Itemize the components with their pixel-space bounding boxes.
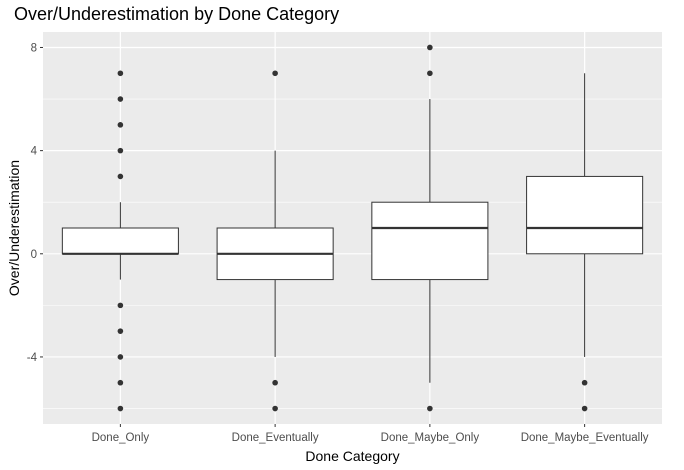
outlier-point — [117, 328, 124, 334]
outlier-point — [117, 379, 124, 386]
outlier-point — [117, 70, 124, 77]
chart-title: Over/Underestimation by Done Category — [14, 4, 340, 24]
box-layer — [61, 44, 644, 412]
x-tick-label: Done_Only — [92, 432, 150, 444]
y-tick-label: -4 — [27, 352, 38, 364]
outlier-point — [117, 147, 124, 154]
outlier-point — [272, 379, 278, 386]
outlier-point — [272, 405, 278, 412]
outlier-point — [117, 96, 124, 102]
outlier-point — [117, 173, 124, 180]
x-tick-label: Done_Maybe_Only — [381, 432, 480, 444]
y-tick-label: 4 — [31, 146, 38, 158]
outlier-point — [427, 44, 433, 51]
box-iqr — [61, 227, 179, 255]
y-tick-label: 0 — [31, 249, 37, 261]
x-axis-title: Done Category — [305, 448, 399, 464]
y-axis-title: Over/Underestimation — [6, 160, 22, 296]
box-Done_Only — [61, 70, 179, 412]
outlier-point — [117, 302, 124, 309]
outlier-point — [427, 405, 433, 412]
outlier-point — [272, 70, 278, 77]
outlier-point — [117, 354, 124, 360]
y-ticks: -4 0 4 8 — [27, 42, 43, 364]
box-iqr — [371, 201, 489, 281]
outlier-point — [427, 70, 433, 77]
box-Done_Eventually — [216, 70, 334, 412]
outlier-point — [117, 405, 124, 412]
x-tick-label: Done_Eventually — [232, 432, 319, 444]
box-Done_Maybe_Eventually — [526, 73, 644, 412]
y-tick-label: 8 — [31, 42, 37, 54]
box-iqr — [526, 175, 644, 255]
outlier-point — [117, 122, 124, 128]
x-tick-label: Done_Maybe_Eventually — [521, 432, 649, 444]
outlier-point — [581, 405, 588, 412]
x-ticks: Done_Only Done_Eventually Done_Maybe_Only D… — [92, 424, 649, 444]
outlier-point — [581, 379, 588, 386]
box-Done_Maybe_Only — [371, 44, 489, 412]
